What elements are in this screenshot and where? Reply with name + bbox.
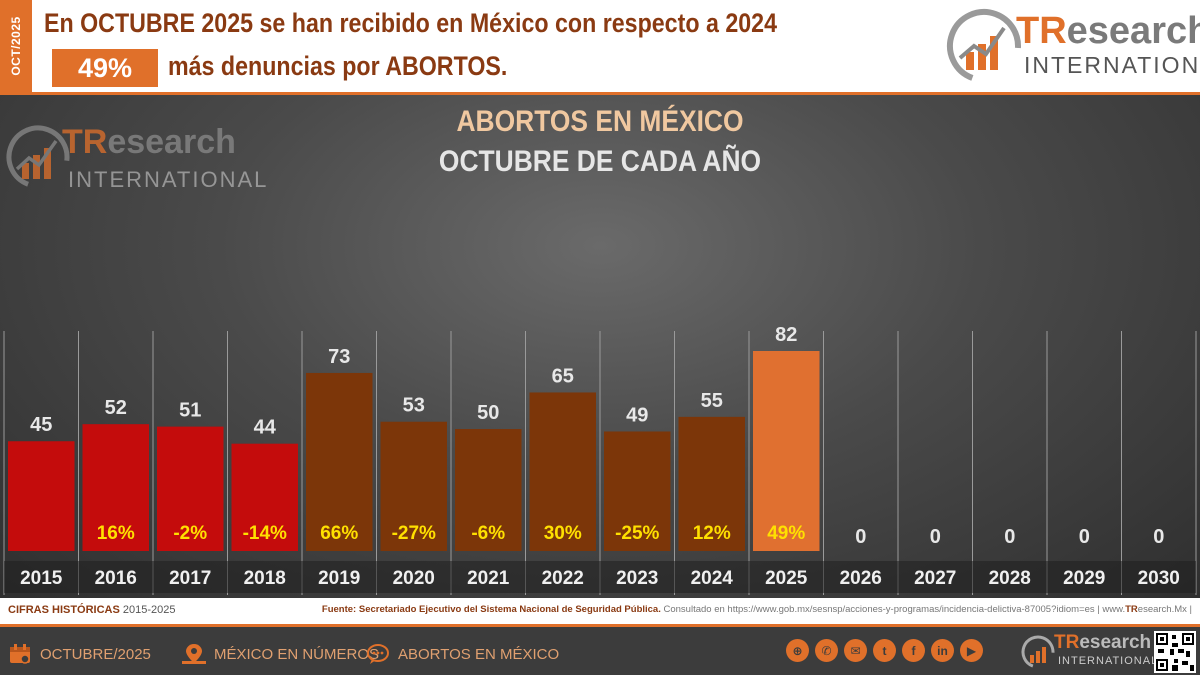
facebook-icon[interactable]: f [902, 639, 925, 662]
qr-code-icon[interactable] [1154, 631, 1196, 673]
calendar-icon [10, 644, 30, 664]
value-label-2021: 50 [477, 402, 499, 424]
value-label-2017: 51 [179, 400, 201, 422]
footer-chart-logo-icon [1021, 635, 1055, 669]
value-label-2022: 65 [552, 365, 574, 387]
year-label-2015: 2015 [20, 568, 63, 589]
chart-subtitle: OCTUBRE DE CADA AÑO [438, 145, 762, 178]
value-label-2023: 49 [626, 404, 648, 426]
year-label-2029: 2029 [1063, 568, 1105, 589]
header: OCT/2025 En OCTUBRE 2025 se han recibido… [0, 0, 1200, 92]
value-label-2015: 45 [30, 414, 52, 436]
value-label-2026: 0 [855, 526, 866, 548]
footer-mexico-numbers-label: MÉXICO EN NÚMEROS [214, 645, 380, 663]
twitter-icon[interactable]: t [873, 639, 896, 662]
social-links: ⊕ ✆ ✉ t f in ▶ [786, 639, 989, 662]
chart-title: ABORTOS EN MÉXICO [456, 105, 744, 138]
value-label-2019: 73 [328, 346, 350, 368]
youtube-icon[interactable]: ▶ [960, 639, 983, 662]
year-label-2020: 2020 [393, 568, 435, 589]
pct-change-label-2017: -2% [173, 523, 207, 544]
bar-2018 [231, 443, 298, 551]
pct-change-label-2023: -25% [615, 523, 659, 544]
bar-2019 [306, 372, 373, 551]
footer-brand-name: TResearch [1054, 632, 1152, 653]
bar-2025 [753, 351, 820, 551]
year-label-2022: 2022 [542, 568, 584, 589]
phone-icon[interactable]: ✆ [815, 639, 838, 662]
side-tag-label: OCT/2025 [9, 16, 23, 76]
bar-2023 [604, 431, 671, 551]
chart-area: TResearch INTERNATIONAL ABORTOS EN MÉXIC… [0, 92, 1200, 598]
bar-2017 [157, 426, 224, 551]
value-label-2029: 0 [1079, 526, 1090, 548]
year-label-2027: 2027 [914, 568, 956, 589]
pct-change-label-2016: 16% [97, 523, 135, 544]
bar-2015 [8, 441, 75, 551]
bar-2016 [82, 424, 149, 551]
year-label-2018: 2018 [244, 568, 286, 589]
x-axis-band [4, 561, 1196, 593]
date-side-tag: OCT/2025 [0, 0, 32, 92]
brand-name: TResearch [1016, 10, 1200, 52]
footer: OCTUBRE/2025 MÉXICO EN NÚMEROS ABORTOS E… [0, 624, 1200, 675]
year-label-2024: 2024 [691, 568, 734, 589]
footer-brand-international: INTERNATIONAL [1058, 655, 1159, 667]
headline-percent-badge: 49% [52, 49, 158, 87]
pct-change-label-2024: 12% [693, 523, 731, 544]
footer-abortions[interactable]: ABORTOS EN MÉXICO [366, 643, 559, 665]
value-label-2025: 82 [775, 324, 797, 346]
chat-bubble-icon [367, 644, 389, 664]
watermark-international: INTERNATIONAL [68, 167, 269, 192]
year-label-2019: 2019 [318, 568, 360, 589]
value-label-2020: 53 [403, 395, 425, 417]
value-label-2024: 55 [701, 390, 723, 412]
year-label-2017: 2017 [169, 568, 211, 589]
brand-logo: TResearch INTERNATIONAL [944, 4, 1200, 88]
globe-icon[interactable]: ⊕ [786, 639, 809, 662]
value-label-2016: 52 [105, 397, 127, 419]
year-label-2025: 2025 [765, 568, 808, 589]
year-label-2021: 2021 [467, 568, 510, 589]
year-label-2028: 2028 [989, 568, 1031, 589]
source-bar: CIFRAS HISTÓRICAS 2015-2025 Fuente: Secr… [0, 598, 1200, 624]
pct-change-label-2019: 66% [320, 523, 358, 544]
year-label-2026: 2026 [840, 568, 882, 589]
bar-2024 [678, 416, 745, 551]
footer-abortions-label: ABORTOS EN MÉXICO [398, 645, 560, 663]
brand-international: INTERNATIONAL [1024, 52, 1200, 78]
watermark-brand-name: TResearch [62, 123, 236, 161]
bar-chart: 45 2015 52 16% 2016 51 -2% 2017 44 -14% 2018 73 66% 2… [3, 324, 1197, 595]
year-label-2016: 2016 [95, 568, 137, 589]
bar-2022 [529, 392, 596, 551]
footer-date[interactable]: OCTUBRE/2025 [8, 643, 151, 665]
value-label-2030: 0 [1153, 526, 1164, 548]
bar-2021 [455, 429, 522, 551]
year-label-2023: 2023 [616, 568, 658, 589]
pct-change-label-2025: 49% [767, 523, 805, 544]
value-label-2027: 0 [930, 526, 941, 548]
mail-icon[interactable]: ✉ [844, 639, 867, 662]
linkedin-icon[interactable]: in [931, 639, 954, 662]
pct-change-label-2020: -27% [392, 523, 436, 544]
footer-mexico-numbers[interactable]: MÉXICO EN NÚMEROS [182, 643, 379, 665]
headline-line-2: más denuncias por ABORTOS. [168, 51, 508, 81]
footer-date-label: OCTUBRE/2025 [40, 645, 151, 663]
footer-brand-logo: TResearch INTERNATIONAL [1020, 630, 1157, 674]
headline-line-1: En OCTUBRE 2025 se han recibido en Méxic… [44, 8, 777, 38]
pct-change-label-2018: -14% [243, 523, 287, 544]
pct-change-label-2022: 30% [544, 523, 582, 544]
watermark-logo: TResearch INTERNATIONAL [4, 117, 266, 197]
value-label-2018: 44 [254, 417, 277, 439]
value-label-2028: 0 [1004, 526, 1015, 548]
watermark-chart-logo-icon [6, 125, 70, 189]
pct-change-label-2021: -6% [471, 523, 505, 544]
historical-range-label: CIFRAS HISTÓRICAS 2015-2025 [8, 604, 176, 616]
source-citation: Fuente: Secretariado Ejecutivo del Siste… [321, 604, 1192, 615]
bar-2020 [380, 421, 447, 551]
map-pin-icon [182, 644, 206, 664]
year-label-2030: 2030 [1138, 568, 1180, 589]
brand-chart-logo-icon [946, 9, 1021, 83]
